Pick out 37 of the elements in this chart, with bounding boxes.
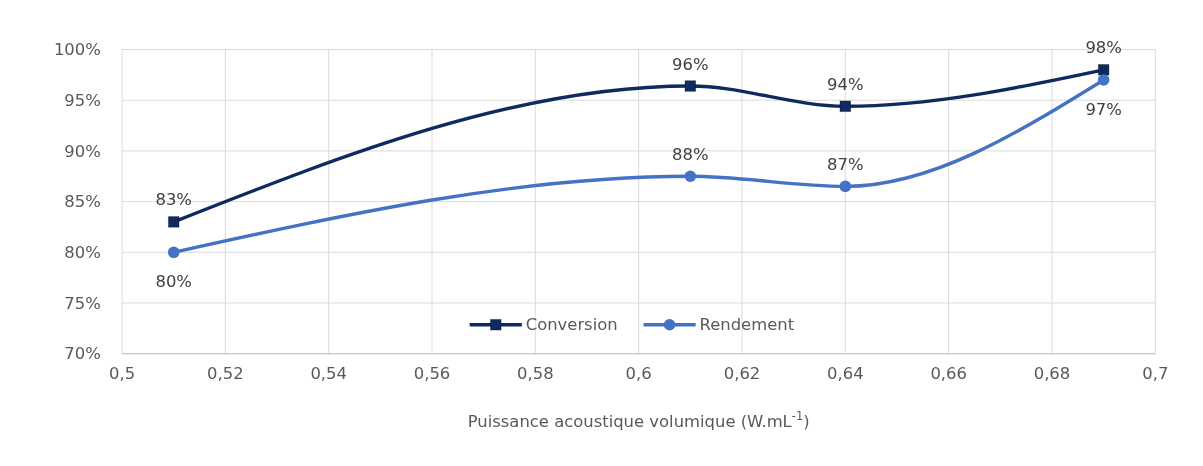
x-tick-label: 0,56: [413, 363, 451, 383]
x-tick-label: 0,6: [625, 363, 652, 383]
x-tick-label: 0,58: [517, 363, 554, 383]
legend-label: Conversion: [525, 315, 618, 335]
point: [684, 80, 697, 92]
point: [1097, 64, 1110, 76]
data-label: 87%: [827, 154, 864, 174]
y-tick-label: 70%: [64, 344, 101, 364]
x-tick-label: 0,52: [207, 363, 244, 383]
y-tick-label: 95%: [64, 90, 101, 110]
y-tick-label: 85%: [64, 192, 101, 212]
point: [167, 246, 180, 259]
legend-label: Rendement: [699, 315, 795, 335]
x-tick-label: 0,5: [109, 363, 136, 383]
point: [1097, 74, 1110, 86]
x-tick-label: 0,66: [930, 363, 967, 383]
y-tick-label: 100%: [53, 40, 101, 60]
x-axis-title: Puissance acoustique volumique (W.mL$^{-1}$): [467, 409, 810, 432]
point: [167, 216, 180, 228]
y-tick-label: 90%: [64, 141, 101, 161]
data-label: 80%: [155, 272, 192, 292]
y-tick-label: 75%: [64, 293, 101, 313]
point: [839, 180, 852, 193]
point: [839, 100, 852, 113]
x-tick-label: 0,64: [827, 363, 864, 383]
data-label: 83%: [155, 190, 192, 210]
data-label: 88%: [672, 144, 709, 164]
x-tick-label: 0,62: [723, 363, 761, 383]
data-label: 94%: [827, 74, 864, 94]
x-tick-label: 0,7: [1142, 363, 1169, 383]
data-label: 97%: [1085, 99, 1122, 119]
point: [684, 170, 697, 183]
data-label: 98%: [1085, 38, 1122, 58]
data-label: 96%: [672, 54, 709, 74]
y-tick-label: 80%: [64, 243, 101, 263]
x-tick-label: 0,54: [310, 363, 347, 383]
x-tick-label: 0,68: [1033, 363, 1071, 383]
